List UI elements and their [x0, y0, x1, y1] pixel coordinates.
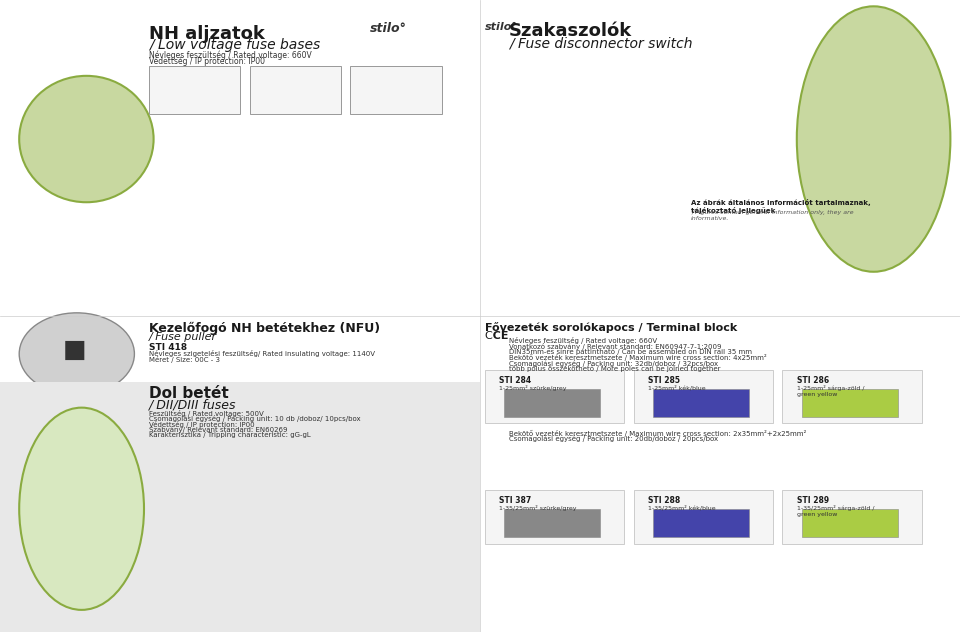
Text: C: C [485, 331, 492, 341]
Text: CE: CE [485, 331, 508, 341]
Text: Névleges feszültség / Rated voltage: 660V: Névleges feszültség / Rated voltage: 660… [149, 51, 312, 60]
Bar [359, 83, 432, 99]
Text: Névleges feszültség / Rated voltage: 660V: Névleges feszültség / Rated voltage: 660… [509, 337, 657, 344]
Text: / Fuse disconnector switch: / Fuse disconnector switch [509, 37, 692, 51]
Text: Szakaszolók: Szakaszolók [509, 22, 632, 40]
Text: STI 286: STI 286 [797, 376, 828, 385]
Text: több pólus összeköthető / More poles can be joined together: több pólus összeköthető / More poles can… [509, 365, 720, 372]
Text: NH aljzatok: NH aljzatok [149, 25, 265, 43]
Text: Dol betét: Dol betét [149, 386, 228, 401]
Text: STI 285: STI 285 [648, 376, 680, 385]
Text: Csomagolási egység / Packing unit: 20db/doboz / 20pcs/box: Csomagolási egység / Packing unit: 20db/… [509, 435, 718, 442]
Text: / Fuse puller: / Fuse puller [149, 332, 217, 343]
Text: Névleges szigetelési feszültség/ Rated insulating voltage: 1140V: Névleges szigetelési feszültség/ Rated i… [149, 350, 374, 357]
Bar [259, 83, 331, 99]
Text: ■: ■ [62, 337, 86, 362]
Text: 1-35/25mm² szürke/grey: 1-35/25mm² szürke/grey [499, 505, 577, 511]
Text: Csomagolási egység / Packing unit: 10 db /doboz/ 10pcs/box: Csomagolási egység / Packing unit: 10 db… [149, 415, 360, 422]
Text: STI 284: STI 284 [499, 376, 531, 385]
Text: Fővezeték sorolókapocs / Terminal block: Fővezeték sorolókapocs / Terminal block [485, 322, 737, 333]
Text: Vonatkozó szabvány / Relevant standard: EN60947-7-1:2009: Vonatkozó szabvány / Relevant standard: … [509, 343, 721, 349]
Text: 2. ábra /2nd figure: 2. ábra /2nd figure [278, 107, 312, 111]
Text: STI 418: STI 418 [149, 343, 187, 351]
Text: STI 288: STI 288 [648, 496, 681, 505]
Text: Kezelőfogó NH betétekhez (NFU): Kezelőfogó NH betétekhez (NFU) [149, 322, 380, 336]
Text: Szabvány/ Relevant standard: EN60269: Szabvány/ Relevant standard: EN60269 [149, 427, 287, 433]
Text: Az ábrák általános információt tartalmaznak,
tájékoztató jellegűek: Az ábrák általános információt tartalmaz… [691, 199, 871, 214]
Text: Feszültség / Rated voltage: 500V: Feszültség / Rated voltage: 500V [149, 410, 264, 416]
Bar [157, 83, 230, 99]
Text: stilo°: stilo° [485, 22, 517, 32]
Text: 1. ábra / 1st figure: 1. ábra / 1st figure [178, 107, 211, 111]
Text: STI 289: STI 289 [797, 496, 828, 505]
Text: 1-35/25mm² sárga-zöld /
green yellow: 1-35/25mm² sárga-zöld / green yellow [797, 505, 875, 517]
Text: Méret / Size: 00C - 3: Méret / Size: 00C - 3 [149, 356, 220, 363]
Text: / Low voltage fuse bases: / Low voltage fuse bases [149, 38, 320, 52]
Text: stilo°: stilo° [370, 22, 406, 35]
Text: Bekötő vezeték keresztmetszete / Maximum wire cross section: 4x25mm²: Bekötő vezeték keresztmetszete / Maximum… [509, 354, 766, 361]
Text: Bekötő vezeték keresztmetszete / Maximum wire cross section: 2x35mm²+2x25mm²: Bekötő vezeték keresztmetszete / Maximum… [509, 430, 806, 437]
Text: Védettség / IP protection: IP00: Védettség / IP protection: IP00 [149, 57, 265, 66]
Text: Csomagolási egység / Packing unit: 32db/doboz / 32pcs/box: Csomagolási egység / Packing unit: 32db/… [509, 360, 718, 367]
Text: 3. ábra / 3rd figure: 3. ábra / 3rd figure [379, 107, 413, 111]
Text: 1-25mm² kék/blue: 1-25mm² kék/blue [648, 385, 706, 391]
Text: 1-25mm² szürke/grey: 1-25mm² szürke/grey [499, 385, 566, 391]
Text: STI 387: STI 387 [499, 496, 532, 505]
Text: 1-25mm² sárga-zöld /
green yellow: 1-25mm² sárga-zöld / green yellow [797, 385, 864, 397]
Text: Karakterisztika / Tripping characteristic: gG-gL: Karakterisztika / Tripping characteristi… [149, 432, 310, 438]
Text: 1-35/25mm² kék/blue: 1-35/25mm² kék/blue [648, 505, 715, 511]
Text: / Figures contain general information only, they are
informative.: / Figures contain general information on… [691, 210, 853, 221]
Text: DIN35mm-es sínre pattintható / Can be assembled on DIN rail 35 mm: DIN35mm-es sínre pattintható / Can be as… [509, 348, 752, 355]
Text: Védettség / IP protection: IP00: Védettség / IP protection: IP00 [149, 421, 254, 428]
Text: / DII/DIII fuses: / DII/DIII fuses [149, 398, 236, 411]
